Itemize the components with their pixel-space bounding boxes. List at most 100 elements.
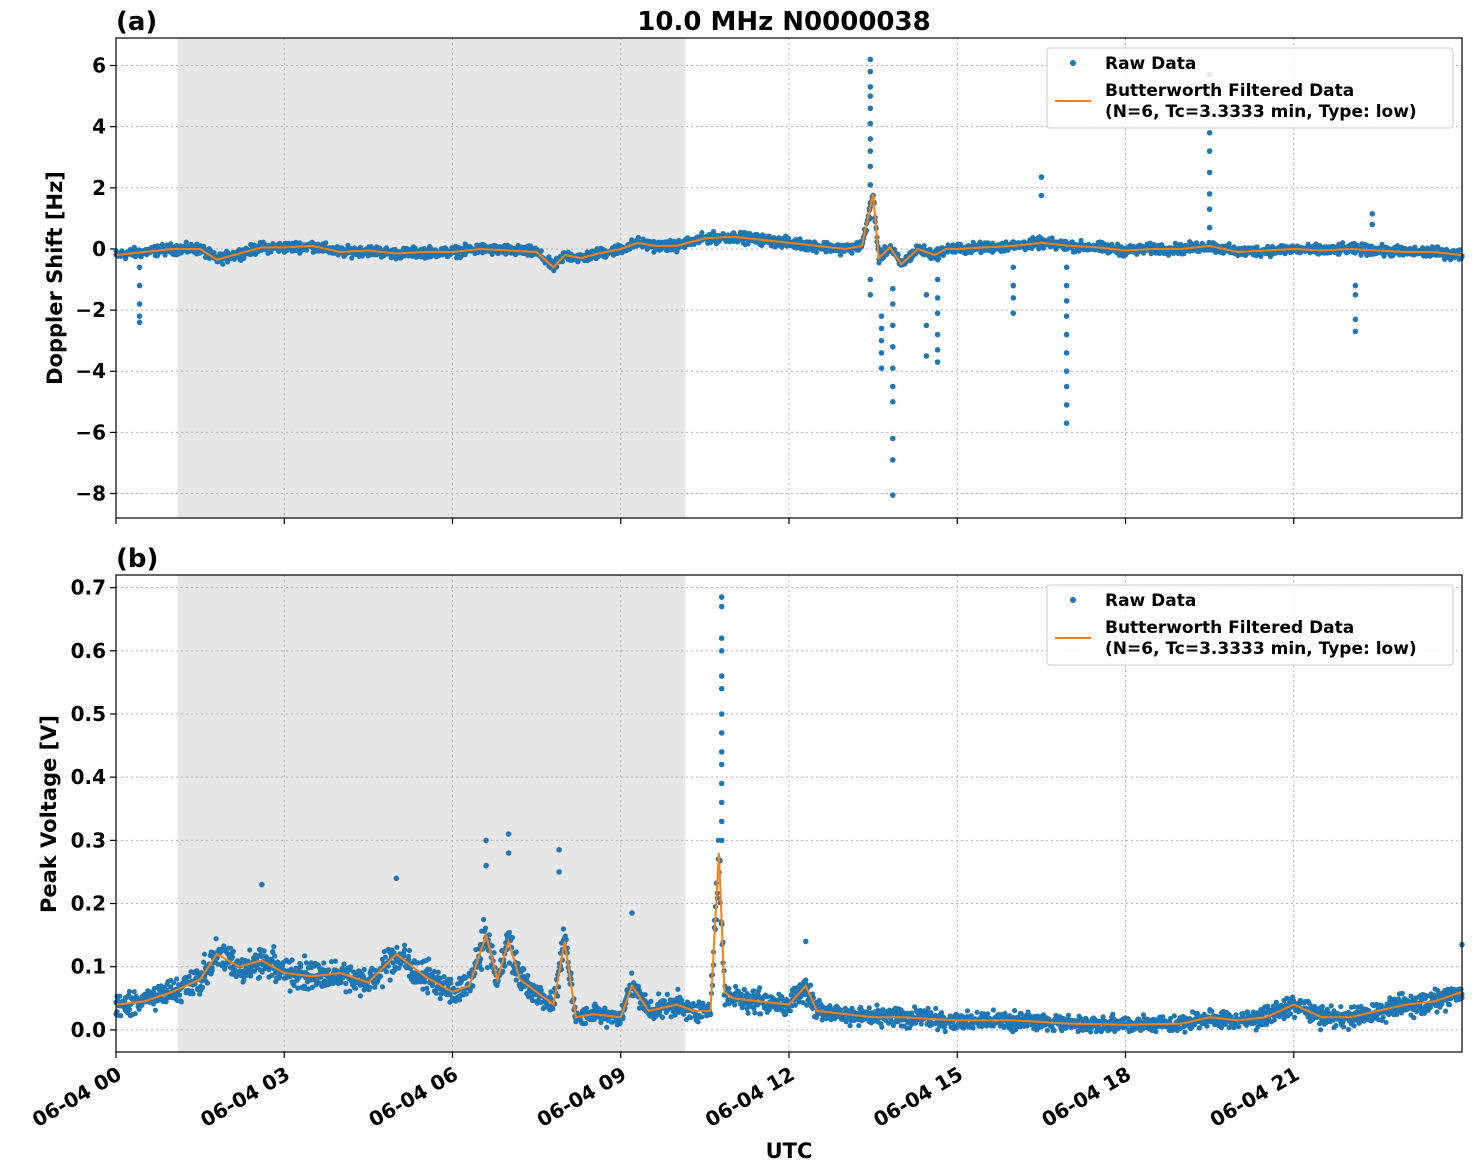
panel-b-raw-point	[856, 1023, 862, 1029]
panel-b-raw-point	[985, 1011, 991, 1017]
panel-b-raw-point	[353, 985, 359, 991]
panel-b-raw-point	[241, 977, 247, 983]
panel-a-raw-outlier-point	[1063, 264, 1070, 271]
panel-b-raw-point	[787, 1008, 794, 1014]
panel-a-raw-outlier-point	[890, 344, 896, 350]
panel-a-raw-outlier-point	[1206, 130, 1213, 136]
panel-a-raw-outlier-point	[1206, 224, 1213, 231]
panel-a-raw-outlier-point	[867, 84, 874, 90]
panel-a-raw-outlier-point	[136, 313, 143, 320]
panel-a-y-tick-label: −6	[75, 420, 106, 444]
panel-a-raw-point	[699, 230, 705, 236]
panel-a-raw-point	[849, 250, 855, 256]
panel-b-raw-point	[675, 986, 681, 992]
panel-a-raw-outlier-point	[1010, 282, 1017, 289]
panel-b-raw-point	[656, 991, 662, 997]
panel-a-raw-outlier-point	[1352, 282, 1359, 289]
panel-b-raw-point	[422, 979, 428, 985]
panel-a-y-tick-label: 4	[92, 115, 106, 139]
panel-a-raw-outlier-point	[1206, 148, 1213, 154]
panel-b-raw-point	[1051, 1027, 1057, 1034]
panel-a-raw-outlier-point	[867, 276, 874, 283]
panel-a-raw-outlier-point	[890, 399, 896, 405]
panel-b-raw-point	[348, 964, 354, 970]
panel-b-raw-point	[402, 947, 408, 953]
panel-b-raw-point	[429, 982, 436, 989]
panel-b-raw-point	[221, 943, 227, 949]
panel-b-raw-point	[583, 1005, 590, 1011]
panel-b-raw-point	[132, 1011, 138, 1017]
panel-b-raw-point	[178, 999, 184, 1005]
panel-b-raw-point	[256, 974, 262, 981]
panel-b-raw-point	[1065, 1012, 1072, 1018]
panel-b-raw-point	[347, 988, 353, 994]
panel-b-raw-point	[201, 951, 208, 957]
panel-b-raw-point	[879, 1024, 885, 1030]
panel-b-y-tick-label: 0.5	[71, 702, 106, 726]
panel-a-raw-outlier-point	[867, 120, 874, 127]
panel-b-raw-point	[664, 991, 670, 998]
panel-b-raw-point	[942, 1029, 948, 1035]
panel-b-raw-point	[261, 948, 267, 954]
panel-a-raw-outlier-point	[890, 322, 896, 329]
panel-b-raw-point	[424, 985, 430, 991]
panel-b-raw-point	[629, 970, 635, 976]
panel-b-raw-point	[131, 989, 137, 995]
panel-a-y-tick-label: −2	[75, 298, 106, 322]
panel-b-raw-point	[489, 943, 495, 949]
panel-a-raw-outlier-point	[1206, 206, 1213, 212]
panel-b-raw-point	[287, 988, 293, 994]
panel-b-raw-point	[338, 979, 344, 986]
panel-b-raw-point	[394, 944, 400, 950]
panel-a-raw-outlier-point	[1206, 191, 1213, 197]
panel-a-raw-outlier-point	[867, 136, 874, 142]
panel-b-raw-point	[448, 976, 454, 982]
panel-b-raw-point	[738, 991, 745, 997]
panel-b-raw-point	[550, 1006, 556, 1012]
panel-b-raw-point	[435, 969, 441, 975]
panel-a-raw-outlier-point	[890, 457, 896, 463]
panel-a-raw-outlier-point	[136, 319, 143, 326]
panel-a-y-tick-label: 0	[92, 237, 106, 261]
panel-a-legend-raw-label: Raw Data	[1105, 54, 1196, 74]
panel-a-raw-outlier-point	[1206, 169, 1213, 176]
panel-b-raw-point	[513, 949, 519, 955]
panel-b-y-tick-label: 0.6	[71, 639, 106, 663]
panel-a-raw-outlier-point	[867, 93, 874, 99]
panel-b-raw-point	[1044, 1027, 1050, 1033]
panel-a-raw-outlier-point	[1038, 192, 1045, 199]
panel-b-raw-point	[209, 968, 215, 974]
panel-a-raw-outlier-point	[867, 148, 874, 154]
panel-b-voltage: (b) Peak Voltage [V] 0.70.60.50.40.30.20…	[28, 544, 1465, 1132]
panel-b-raw-point	[933, 1005, 939, 1012]
panel-a-raw-outlier-point	[890, 383, 896, 390]
panel-a-y-tick-label: −8	[75, 482, 106, 506]
panel-b-raw-point	[232, 967, 238, 974]
panel-b-raw-point	[126, 988, 133, 995]
panel-b-raw-point	[521, 966, 527, 973]
panel-a-raw-point	[538, 248, 544, 254]
panel-a-raw-point	[635, 234, 642, 241]
panel-a-raw-outlier-point	[878, 350, 885, 356]
panel-b-raw-point	[425, 990, 431, 996]
panel-b-y-tick-label: 0.2	[71, 892, 106, 916]
panel-b-raw-point	[303, 960, 310, 966]
panel-a-shaded-region	[177, 38, 686, 518]
panel-a-raw-outlier-point	[934, 276, 941, 283]
panel-b-raw-point	[970, 1025, 976, 1031]
panel-b-raw-point	[752, 1010, 758, 1016]
panel-b-raw-point	[272, 953, 278, 959]
panel-a-raw-outlier-point	[878, 365, 885, 372]
panel-b-raw-point	[456, 997, 463, 1003]
panel-a-raw-outlier-point	[934, 295, 941, 301]
panel-b-y-tick-label: 0.1	[71, 955, 106, 979]
panel-a-raw-outlier-point	[1038, 174, 1045, 180]
panel-a-raw-point	[1226, 241, 1232, 247]
panel-a-raw-outlier-point	[136, 301, 143, 307]
panel-b-raw-point	[925, 1005, 931, 1012]
panel-a-raw-point	[921, 243, 927, 249]
panel-a-raw-point	[303, 247, 310, 253]
panel-a-raw-outlier-point	[878, 313, 885, 320]
